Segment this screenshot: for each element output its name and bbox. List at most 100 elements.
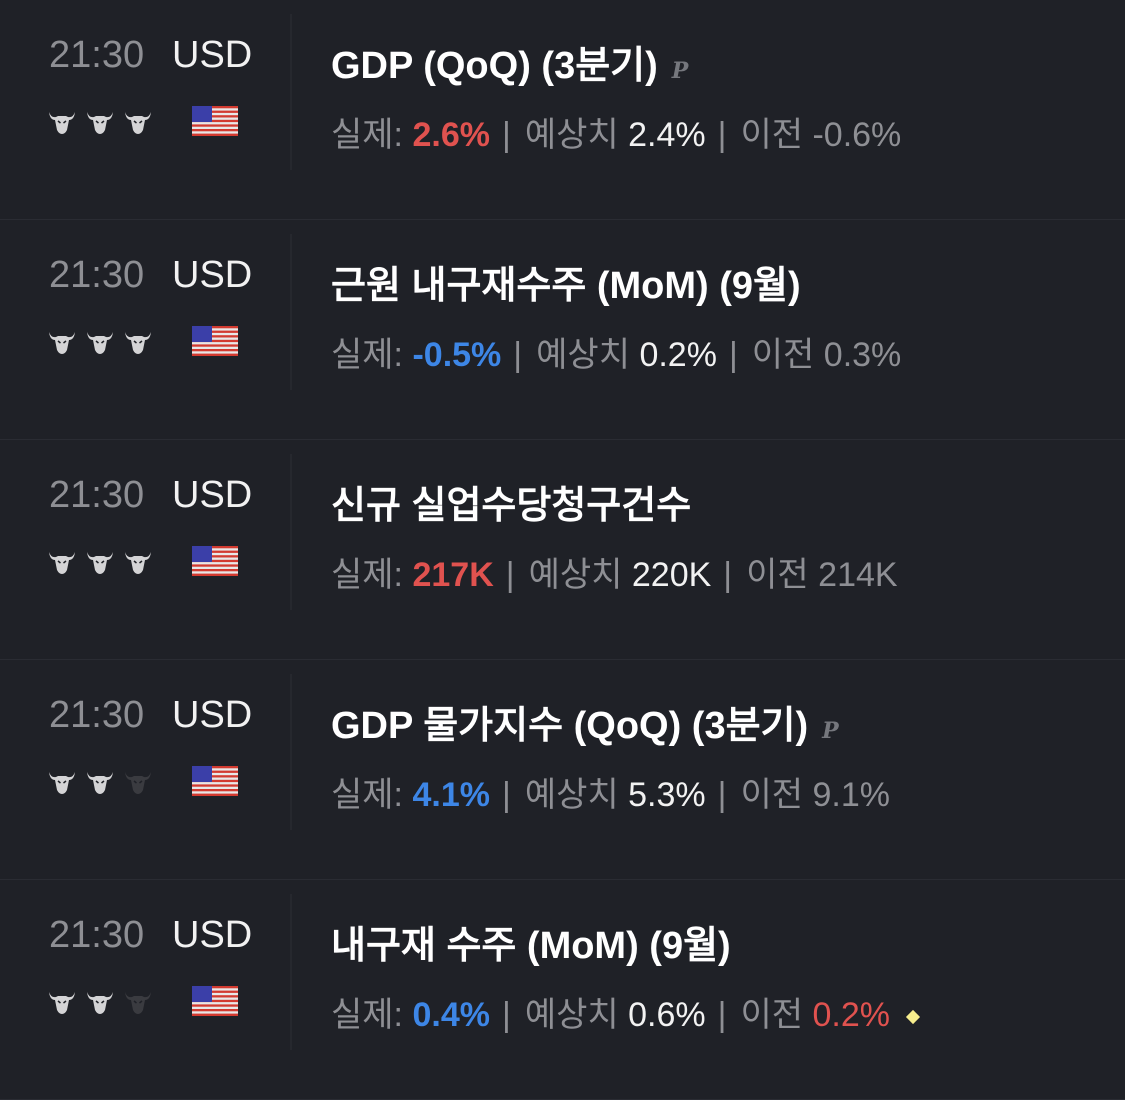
bull-icon [123,986,153,1016]
column-divider [290,14,292,170]
event-title[interactable]: 내구재 수주 (MoM) (9월) [331,914,731,969]
actual-label: 실제: [331,116,404,154]
event-currency: USD [172,694,253,736]
us-flag-icon [192,546,238,576]
separator: | [717,776,727,814]
us-flag-icon [192,986,238,1016]
bull-icon [47,766,77,796]
column-divider [290,454,292,610]
importance-rating [47,546,153,576]
separator: | [501,116,511,154]
bull-icon [47,986,77,1016]
actual-value: 0.4% [412,996,490,1034]
previous-label: 이전 [740,116,804,154]
separator: | [717,116,727,154]
bull-icon [47,326,77,356]
actual-label: 실제: [331,996,404,1034]
forecast-label: 예상치 [524,996,619,1034]
previous-value: 0.3% [823,336,902,374]
bull-icon [47,106,77,136]
column-divider [290,894,292,1050]
event-values: 실제: -0.5% | 예상치 0.2% | 이전 0.3% [331,327,901,376]
preliminary-icon: P [671,58,689,84]
actual-label: 실제: [331,776,404,814]
previous-value: 0.2% [812,996,890,1034]
us-flag-icon [192,766,238,796]
event-row[interactable]: 21:30 USD GDP 물가지수 (QoQ) (3분기) P 실제: 4.1%… [0,660,1125,880]
separator: | [513,336,523,374]
bull-icon [85,546,115,576]
actual-value: 2.6% [412,116,490,154]
event-title[interactable]: 신규 실업수당청구건수 [331,474,691,529]
bull-icon [123,106,153,136]
event-values: 실제: 4.1% | 예상치 5.3% | 이전 9.1% [331,767,890,816]
revised-diamond-icon [905,1009,921,1025]
event-time: 21:30 [49,474,145,516]
actual-label: 실제: [331,336,404,374]
event-title[interactable]: GDP 물가지수 (QoQ) (3분기) P [331,694,839,749]
event-title-text: GDP 물가지수 (QoQ) (3분기) [331,705,809,747]
importance-rating [47,766,153,796]
previous-label: 이전 [746,556,809,594]
bull-icon [85,766,115,796]
actual-label: 실제: [331,556,404,594]
previous-label: 이전 [740,996,804,1034]
event-title-text: 근원 내구재수주 (MoM) (9월) [331,265,801,307]
bull-icon [85,326,115,356]
bull-icon [123,546,153,576]
column-divider [290,674,292,830]
event-values: 실제: 217K | 예상치 220K | 이전 214K [331,547,898,596]
actual-value: 4.1% [412,776,490,814]
event-row[interactable]: 21:30 USD GDP (QoQ) (3분기) P 실제: 2.6% | 예상치 … [0,0,1125,220]
importance-rating [47,986,153,1016]
bull-icon [123,326,153,356]
separator: | [505,556,515,594]
forecast-label: 예상치 [528,556,623,594]
forecast-value: 2.4% [628,116,706,154]
previous-value: 9.1% [812,776,890,814]
event-title-text: GDP (QoQ) (3분기) [331,45,658,87]
event-title[interactable]: GDP (QoQ) (3분기) P [331,34,688,89]
separator: | [501,996,511,1034]
event-values: 실제: 2.6% | 예상치 2.4% | 이전 -0.6% [331,107,901,156]
event-title-text: 신규 실업수당청구건수 [331,485,692,527]
separator: | [717,996,727,1034]
forecast-value: 0.2% [639,336,717,374]
event-values: 실제: 0.4% | 예상치 0.6% | 이전 0.2% [331,987,921,1036]
previous-label: 이전 [751,336,815,374]
previous-value: -0.6% [812,116,902,154]
previous-value: 214K [818,556,898,594]
forecast-value: 5.3% [628,776,706,814]
event-currency: USD [172,34,253,76]
separator: | [728,336,738,374]
bull-icon [123,766,153,796]
forecast-label: 예상치 [524,116,619,154]
us-flag-icon [192,326,238,356]
forecast-label: 예상치 [524,776,619,814]
preliminary-icon: P [822,718,839,744]
event-row[interactable]: 21:30 USD 내구재 수주 (MoM) (9월) 실제: 0.4% | 예상치… [0,880,1125,1100]
actual-value: 217K [412,556,494,594]
forecast-value: 220K [631,556,712,594]
actual-value: -0.5% [412,336,502,374]
event-currency: USD [172,914,253,956]
importance-rating [47,106,153,136]
previous-label: 이전 [740,776,804,814]
event-title[interactable]: 근원 내구재수주 (MoM) (9월) [331,254,801,309]
event-row[interactable]: 21:30 USD 근원 내구재수주 (MoM) (9월) 실제: -0.5% |… [0,220,1125,440]
event-currency: USD [172,254,253,296]
forecast-value: 0.6% [628,996,706,1034]
bull-icon [47,546,77,576]
bull-icon [85,106,115,136]
us-flag-icon [192,106,238,136]
separator: | [723,556,733,594]
bull-icon [85,986,115,1016]
event-row[interactable]: 21:30 USD 신규 실업수당청구건수 실제: 217K | 예상치 220K |… [0,440,1125,660]
event-time: 21:30 [49,914,145,956]
event-title-text: 내구재 수주 (MoM) (9월) [331,925,731,967]
importance-rating [47,326,153,356]
event-time: 21:30 [49,694,145,736]
event-currency: USD [172,474,253,516]
event-time: 21:30 [49,34,145,76]
